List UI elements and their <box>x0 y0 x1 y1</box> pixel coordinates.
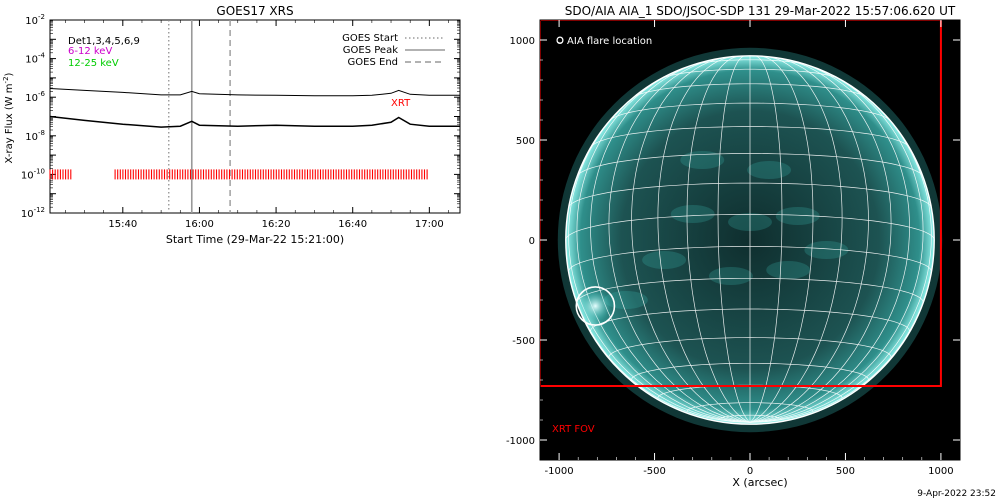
x-tick-label: 16:00 <box>185 219 214 230</box>
grid-meridian <box>749 57 869 423</box>
solar-disk-texture <box>603 151 849 309</box>
footer-date: 9-Apr-2022 23:52 <box>917 489 996 499</box>
flare-brightening <box>579 290 612 322</box>
xrt-label: XRT <box>391 98 411 109</box>
aia-x-axis: -1000 -500 0 500 1000 <box>545 20 954 477</box>
flare-location-marker <box>575 286 616 326</box>
x-tick-label: 16:40 <box>338 219 367 230</box>
grid-meridian <box>749 95 932 423</box>
x-tick-label: -500 <box>643 466 666 477</box>
legend-12-25kev: 12-25 keV <box>68 58 119 69</box>
xrt-coverage-ticks <box>49 169 428 180</box>
flare-legend-label: O AIA flare location <box>556 36 652 47</box>
grid-meridian <box>657 56 751 423</box>
series-line-short <box>49 115 460 128</box>
y-tick-label: -500 <box>512 336 535 347</box>
xrt-fov-label: XRT FOV <box>552 424 595 435</box>
x-tick-label: 16:20 <box>262 219 291 230</box>
x-tick-label: 17:00 <box>415 219 444 230</box>
x-tick-label: -1000 <box>545 466 574 477</box>
x-tick-label: 15:40 <box>108 219 137 230</box>
y-tick-label: 0 <box>529 236 535 247</box>
active-region-blob <box>642 251 687 269</box>
y-tick-label: 10-10 <box>21 167 45 181</box>
grid-meridian <box>576 69 751 423</box>
flare-legend-symbol <box>556 36 564 44</box>
grid-meridian <box>749 56 843 423</box>
lightcurve-x-label: Start Time (29-Mar-22 15:21:00) <box>166 233 344 246</box>
lightcurve-x-axis: 15:40 16:00 16:20 16:40 17:00 <box>65 20 449 230</box>
legend-det: Det1,3,4,5,6,9 <box>68 36 140 47</box>
y-tick-label: 10-8 <box>25 129 45 143</box>
aia-image-panel: SDO/AIA AIA_1 SDO/JSOC-SDP 131 29-Mar-20… <box>506 4 961 489</box>
active-region-blob <box>775 207 820 225</box>
y-tick-label: 10-2 <box>25 13 45 27</box>
marker-legend-label: GOES Peak <box>343 45 398 56</box>
active-region-blob <box>670 205 715 223</box>
y-tick-label: -1000 <box>506 436 535 447</box>
xrt-fov-box <box>540 20 942 387</box>
goes-time-markers <box>168 20 231 213</box>
active-region-blob <box>708 267 753 285</box>
grid-meridian <box>749 69 924 423</box>
grid-meridian <box>686 55 751 423</box>
active-region-blob <box>804 241 849 259</box>
grid-meridian <box>608 59 751 423</box>
legend-6-12kev: 6-12 keV <box>68 46 112 57</box>
grid-meridian <box>749 59 892 423</box>
heliographic-grid <box>565 55 935 423</box>
y-tick-label: 10-6 <box>25 90 45 104</box>
grid-meridian <box>749 62 910 423</box>
y-tick-label: 10-12 <box>21 206 45 220</box>
lightcurve-legend: Det1,3,4,5,6,9 6-12 keV 12-25 keV <box>68 36 140 69</box>
active-region-blob <box>747 161 792 179</box>
lightcurve-y-label: X-ray Flux (W m-2) <box>2 72 15 163</box>
aia-x-label: X (arcsec) <box>732 476 787 489</box>
y-tick-label: 10-4 <box>25 52 45 66</box>
grid-meridian <box>717 55 751 423</box>
grid-meridian <box>749 55 814 423</box>
grid-meridian <box>590 62 751 423</box>
aia-y-axis: 1000 500 0 -500 -1000 <box>506 36 960 447</box>
grid-meridian <box>749 55 783 423</box>
active-region-blob <box>766 261 811 279</box>
lightcurve-y-axis: 10-2 10-4 10-6 10-8 10-10 10-12 <box>21 13 460 220</box>
goes-lightcurve-panel: GOES17 XRS 10-2 10-4 10-6 10-8 10-10 10-12 15… <box>2 4 461 246</box>
y-tick-label: 1000 <box>510 36 535 47</box>
active-region-blob <box>680 151 725 169</box>
solar-limb <box>565 55 935 425</box>
lightcurve-series <box>49 88 460 128</box>
x-tick-label: 0 <box>747 466 753 477</box>
x-tick-label: 500 <box>836 466 855 477</box>
marker-legend-label: GOES Start <box>342 33 398 44</box>
grid-meridian <box>631 57 751 423</box>
y-tick-label: 500 <box>516 136 535 147</box>
marker-legend-label: GOES End <box>348 57 398 68</box>
x-tick-label: 1000 <box>928 466 953 477</box>
aia-title: SDO/AIA AIA_1 SDO/JSOC-SDP 131 29-Mar-20… <box>565 4 956 18</box>
series-line-long <box>49 88 460 97</box>
lightcurve-title: GOES17 XRS <box>216 4 293 18</box>
